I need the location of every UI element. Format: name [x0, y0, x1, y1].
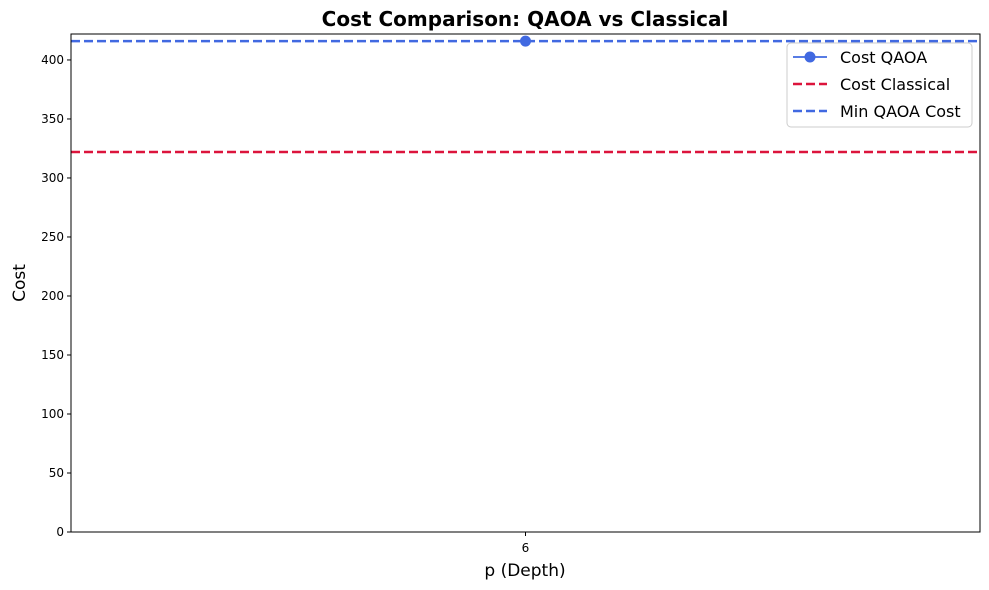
- reference-lines: [71, 39, 980, 154]
- y-tick-label: 0: [56, 525, 64, 539]
- y-tick-label: 250: [41, 230, 64, 244]
- legend-label-cost-classical: Cost Classical: [840, 75, 950, 94]
- plot-frame: [70, 33, 981, 533]
- legend: Cost QAOA Cost Classical Min QAOA Cost: [786, 42, 973, 128]
- legend-box: [786, 42, 973, 128]
- y-tick-label: 100: [41, 407, 64, 421]
- y-tick-label: 50: [49, 466, 64, 480]
- data-point-cost-qaoa: [520, 35, 531, 47]
- legend-marker-cost-qaoa: [804, 51, 816, 63]
- x-tick-label: 6: [522, 541, 530, 555]
- chart-title: Cost Comparison: QAOA vs Classical: [322, 7, 729, 31]
- x-axis-ticks: 6: [522, 532, 530, 555]
- x-axis-label: p (Depth): [484, 561, 565, 581]
- y-tick-label: 150: [41, 348, 64, 362]
- y-tick-label: 350: [41, 112, 64, 126]
- y-tick-label: 200: [41, 289, 64, 303]
- y-tick-label: 300: [41, 171, 64, 185]
- legend-label-cost-qaoa: Cost QAOA: [840, 48, 927, 67]
- y-axis-label: Cost: [10, 264, 30, 302]
- y-axis-ticks: 0 50 100 150 200 250 300 350 400: [41, 53, 71, 539]
- series-layer: [520, 35, 531, 47]
- legend-label-min-qaoa-cost: Min QAOA Cost: [840, 102, 961, 121]
- y-tick-label: 400: [41, 53, 64, 67]
